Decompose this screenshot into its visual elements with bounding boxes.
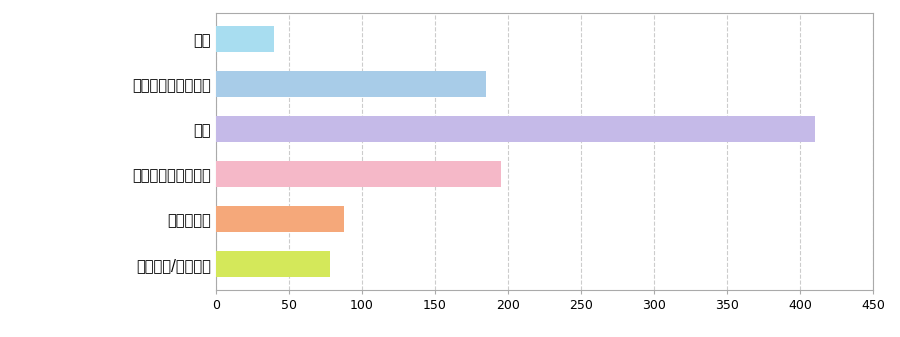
Bar	[216, 26, 274, 52]
Bar	[216, 251, 330, 277]
Bar	[216, 161, 500, 187]
Bar	[216, 206, 345, 232]
Bar	[216, 116, 814, 142]
Bar	[216, 71, 486, 97]
